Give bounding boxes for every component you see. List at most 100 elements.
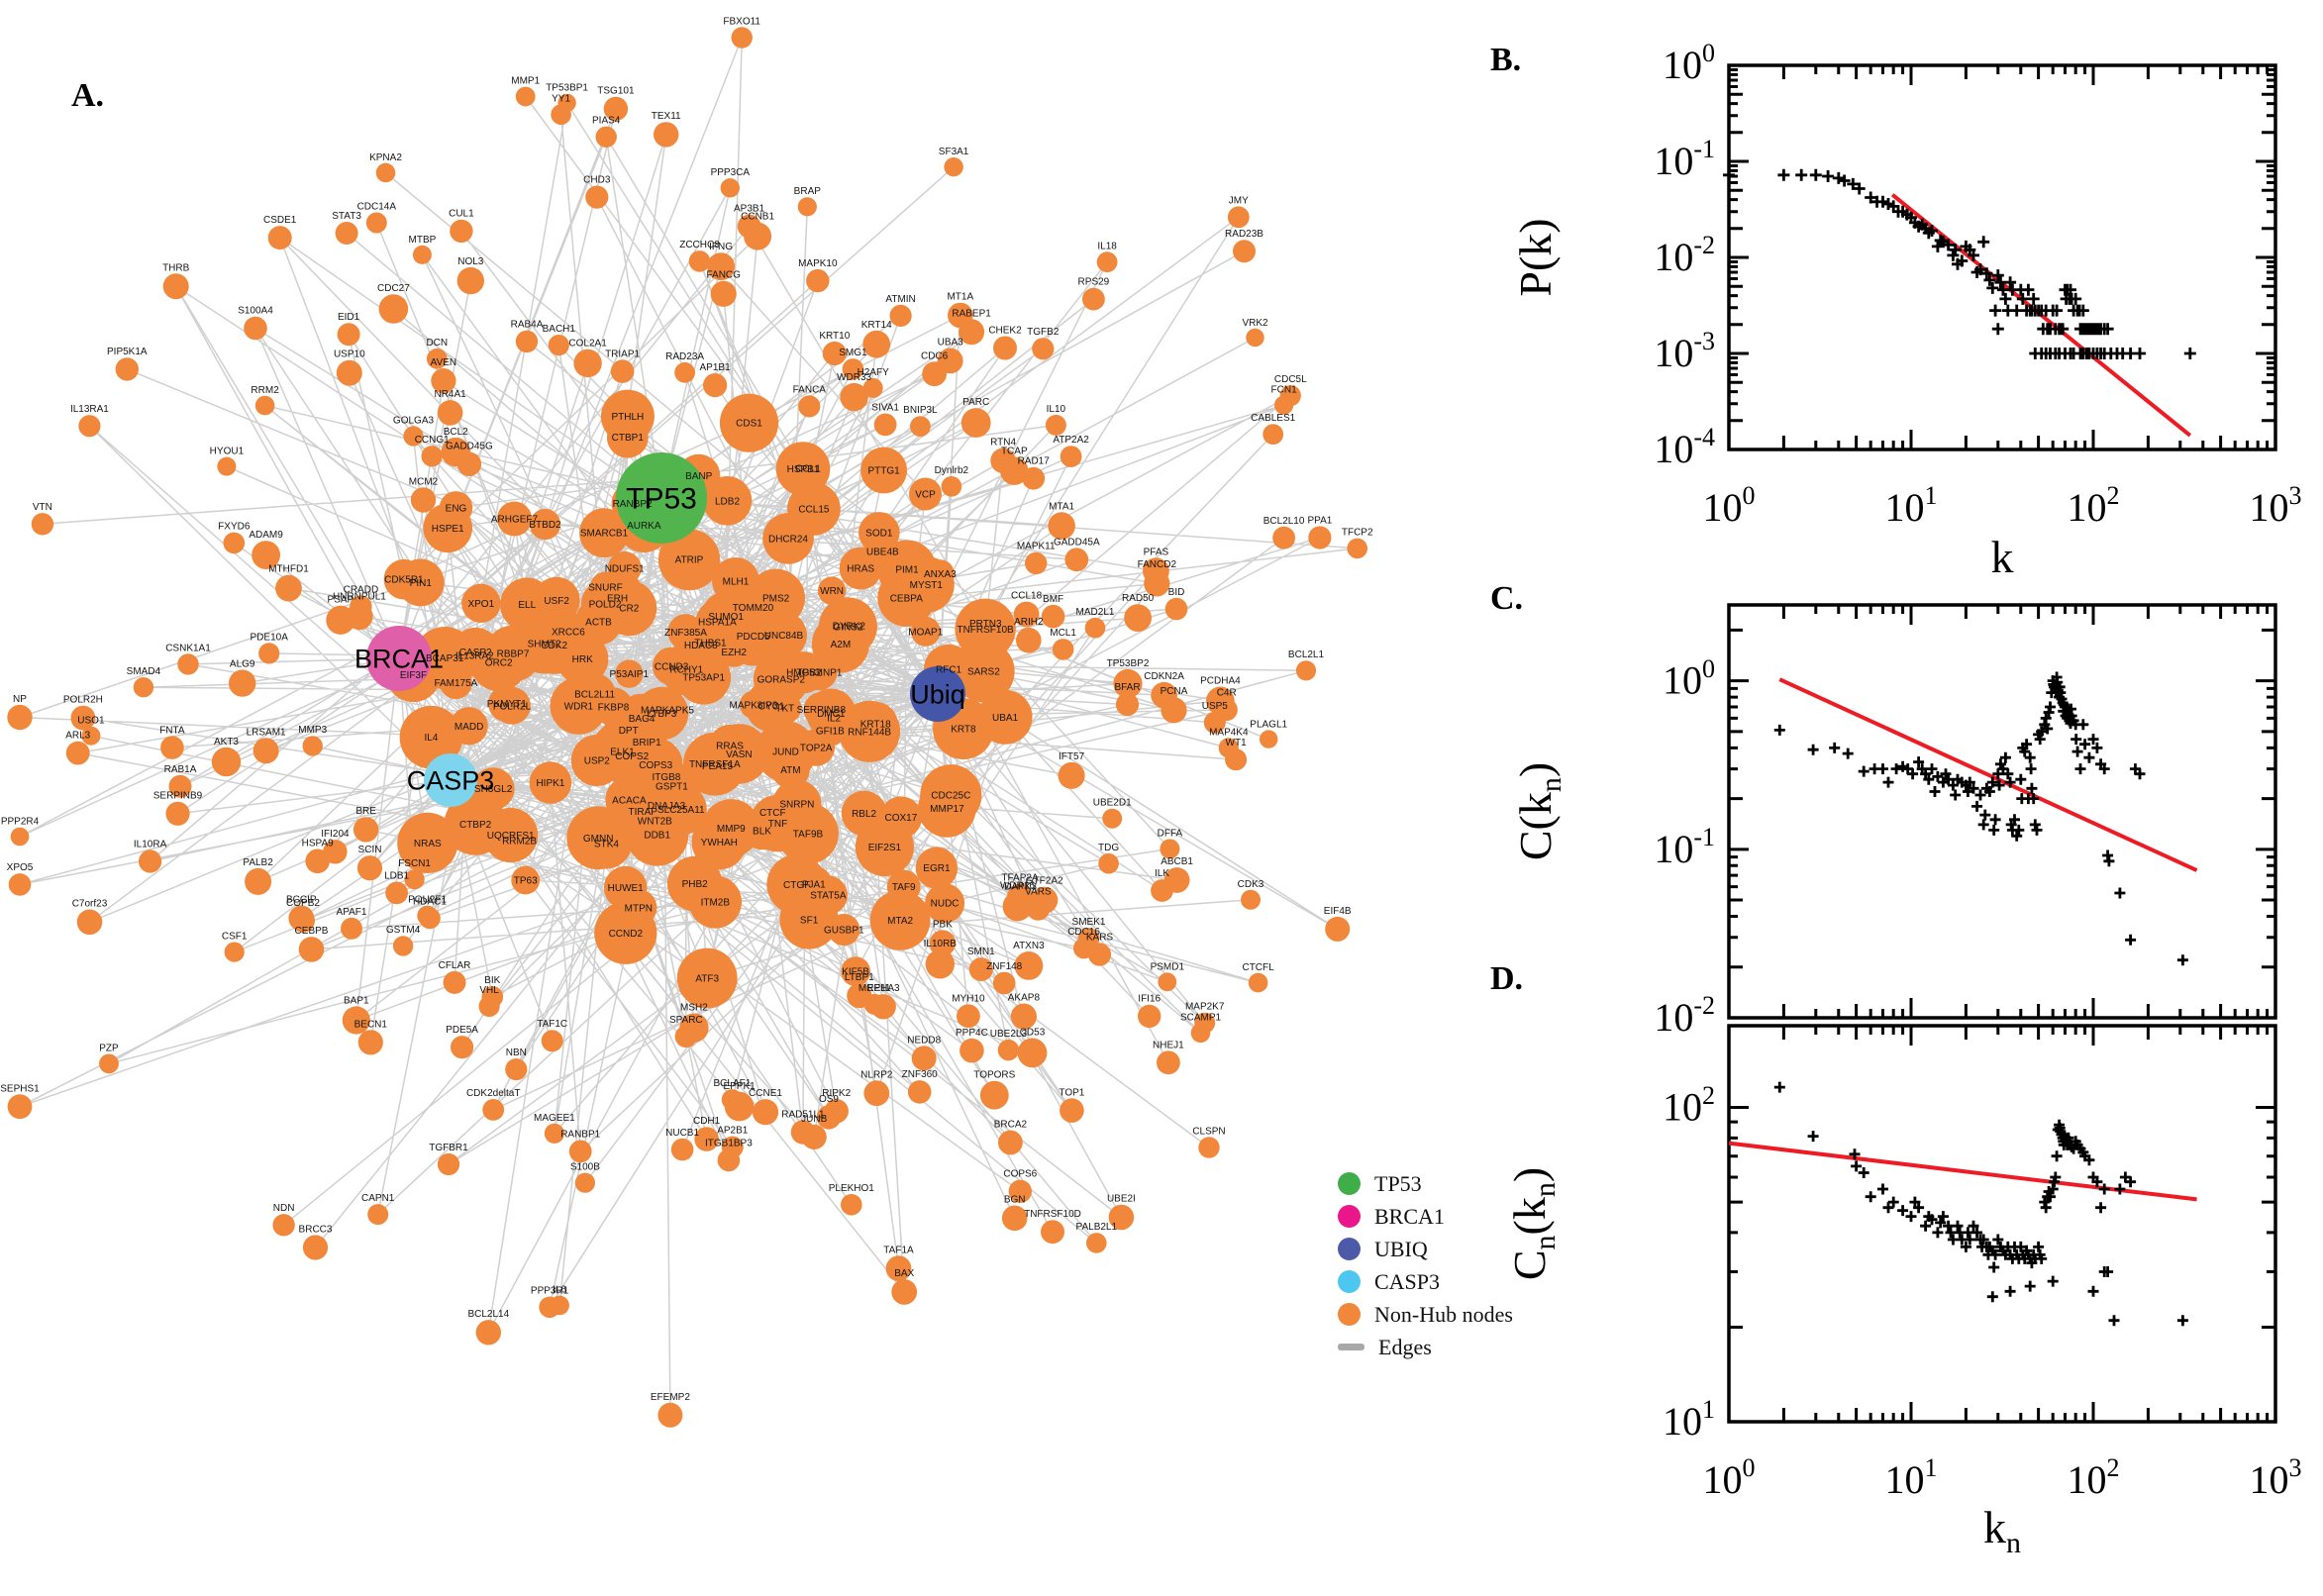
network-node xyxy=(31,513,54,536)
network-node-label: COPS2 xyxy=(615,751,649,762)
network-node-label: TNFRSF10B xyxy=(957,625,1014,636)
network-node-label: PDCD5 xyxy=(737,632,770,643)
network-node-label: LTBP3 xyxy=(647,709,676,720)
network-node-label: HMGB2 xyxy=(786,668,822,679)
network-node xyxy=(790,1120,816,1145)
network-node xyxy=(585,185,609,209)
network-node-label: TSG101 xyxy=(597,86,635,97)
network-node-label: UBE4B xyxy=(866,547,899,557)
edge-swatch-icon xyxy=(1338,1344,1364,1350)
network-node-label: DHCR24 xyxy=(768,534,808,545)
network-node-label: SCAMP1 xyxy=(1180,1012,1222,1023)
plot-c: 100 10-1 10-2 C(kn) xyxy=(1510,603,2277,1040)
network-node xyxy=(1115,692,1140,717)
network-node-label: ITGB8 xyxy=(652,772,680,783)
network-node-label: USP5 xyxy=(1202,701,1229,712)
network-node-label: CCNG1 xyxy=(415,435,450,446)
network-node-label: FNTA xyxy=(159,725,185,736)
network-node-label: GTF2A2 xyxy=(1026,876,1063,887)
network-node xyxy=(955,598,1016,659)
network-node-label: NR4A1 xyxy=(434,389,466,400)
network-node-label: PSMD1 xyxy=(1151,961,1185,972)
network-node xyxy=(1325,916,1351,942)
network-panel: USF2 ORC2 MCM2 CDC6 COPS6 COPS2 SNRPN BCCIP CCNB… xyxy=(0,16,1373,1428)
network-node-label: COX17 xyxy=(885,813,918,824)
network-node-label: KPNA2 xyxy=(369,152,402,163)
network-node-label: FSCN1 xyxy=(398,858,431,869)
hub-label-tp53: TP53 xyxy=(626,483,697,516)
network-node-label: IFT57 xyxy=(1059,751,1085,762)
network-node-label: LTBP1 xyxy=(845,972,874,983)
network-node xyxy=(1060,446,1082,467)
network-node xyxy=(541,1030,563,1052)
network-node-label: RTN4 xyxy=(990,438,1016,449)
network-node xyxy=(217,456,237,476)
network-node-label: AVEN xyxy=(431,357,457,368)
network-node-label: MTPN xyxy=(625,903,653,914)
network-node xyxy=(925,883,965,924)
y-axis-title: P(k) xyxy=(1510,218,1561,296)
network-node xyxy=(1124,604,1152,632)
network-node-label: PRTN3 xyxy=(969,619,1002,630)
network-node-label: MAPK10 xyxy=(798,258,838,269)
network-node-label: CABLES1 xyxy=(1251,413,1295,424)
network-node xyxy=(858,512,900,553)
network-node xyxy=(488,684,526,723)
network-node xyxy=(8,873,32,896)
network-node-label: PIP5K1A xyxy=(107,347,148,357)
network-node-label: ARHGEF7 xyxy=(491,515,539,526)
network-node xyxy=(1002,891,1033,922)
network-node xyxy=(481,986,504,1008)
network-node xyxy=(515,86,536,107)
network-node-label: MMP9 xyxy=(717,824,746,835)
network-node xyxy=(70,705,96,731)
network-node xyxy=(1096,251,1118,273)
network-node-label: XPO1 xyxy=(467,599,494,610)
network-node-label: WT1 xyxy=(1226,738,1248,748)
network-node xyxy=(1157,1050,1180,1075)
network-node xyxy=(1227,206,1250,229)
network-node-label: ITGB1BP3 xyxy=(705,1139,753,1149)
network-node-label: MYST1 xyxy=(910,580,944,591)
network-node xyxy=(272,1214,295,1237)
legend-item-edges: Edges xyxy=(1338,1335,1513,1359)
network-node-label: HRK xyxy=(572,654,593,665)
legend-item-ubiq: UBIQ xyxy=(1338,1237,1513,1261)
network-node-label: CDC27 xyxy=(377,283,410,294)
network-node-label: BMF xyxy=(1043,594,1063,605)
network-node-label: IL13RA2 xyxy=(455,650,494,661)
network-node-label: HSPB1 xyxy=(787,464,820,475)
legend: TP53 BRCA1 UBIQ CASP3 Non-Hub nodes Edges xyxy=(1338,1171,1513,1368)
x-tick-label: 100 xyxy=(1703,1453,1756,1502)
network-node-label: ZNF148 xyxy=(986,961,1023,972)
network-node xyxy=(717,1148,741,1172)
network-node-label: MSH2 xyxy=(680,1003,708,1014)
network-node-label: CEBPA xyxy=(890,593,923,604)
network-node xyxy=(548,335,569,356)
network-node xyxy=(529,509,561,541)
network-node-label: MTA1 xyxy=(1049,501,1074,512)
network-node-label: HDAC8 xyxy=(684,641,718,651)
network-node-label: ILK xyxy=(1155,868,1169,879)
network-node-label: MAPKAPK5 xyxy=(641,706,694,717)
network-node-label: RANBP1 xyxy=(560,1129,600,1140)
y-tick-label: 101 xyxy=(1663,1395,1715,1444)
network-node-label: MCM2 xyxy=(409,476,439,487)
network-node xyxy=(1108,1204,1135,1231)
network-node xyxy=(676,948,738,1009)
network-node-label: BFAR xyxy=(1114,682,1140,693)
legend-item-non-hub-nodes: Non-Hub nodes xyxy=(1338,1302,1513,1327)
network-node-label: SPARC xyxy=(669,1015,703,1026)
network-node-label: RAB4A xyxy=(511,320,544,331)
network-node xyxy=(551,104,571,125)
network-node-label: SF3A1 xyxy=(939,147,969,157)
network-node-label: THBS1 xyxy=(694,639,727,649)
network-node-label: PPP3CA xyxy=(711,167,751,178)
scatter-points xyxy=(1723,168,2196,359)
network-node xyxy=(579,508,629,558)
network-node-label: BRIP1 xyxy=(633,738,661,748)
network-node-label: DYRK2 xyxy=(833,622,866,633)
network-node-label: PKMYT1 xyxy=(487,699,527,710)
network-node-label: Dynlrb2 xyxy=(935,465,969,476)
